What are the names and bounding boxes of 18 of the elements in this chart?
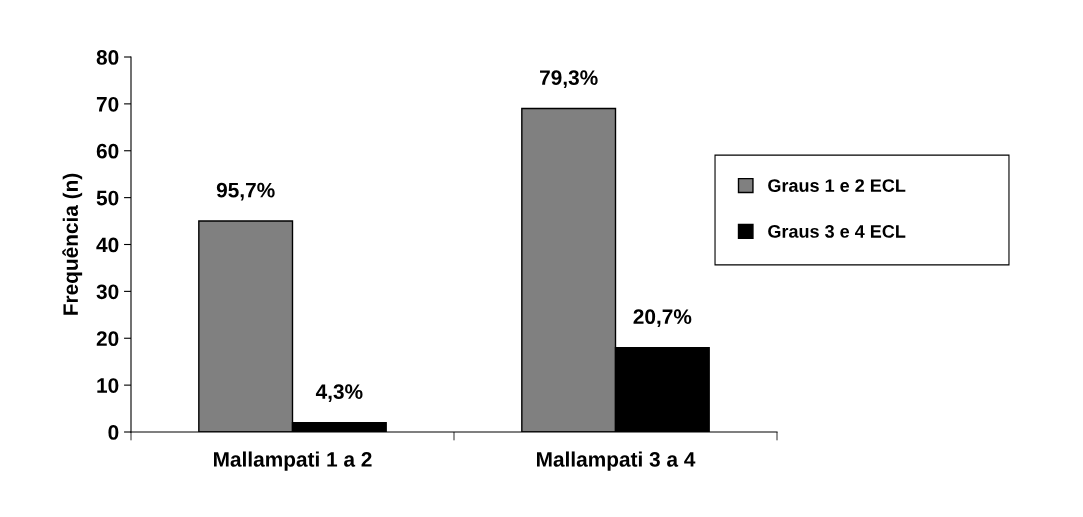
annotation: 4,3% xyxy=(315,384,363,403)
y-axis-title: Frequência (n) xyxy=(62,173,83,315)
annotation: 79,3% xyxy=(540,70,598,89)
y-tick-label: 0 xyxy=(108,425,119,440)
y-tick-label: 60 xyxy=(96,143,119,159)
y-tick-label: 20 xyxy=(96,331,119,346)
x-tick-label: Mallampati 3 a 4 xyxy=(537,451,696,471)
y-tick-label: 50 xyxy=(96,190,119,206)
legend-label: Graus 1 e 2 ECL xyxy=(768,179,906,192)
y-tick-label: 10 xyxy=(97,378,119,393)
y-tick-label: 40 xyxy=(96,237,119,253)
legend-label: Graus 3 e 4 ECL xyxy=(768,225,906,238)
y-tick-label: 30 xyxy=(96,284,119,300)
annotation: 95,7% xyxy=(216,182,275,201)
y-tick-label: 70 xyxy=(96,96,119,112)
y-tick-label: 80 xyxy=(96,50,119,65)
x-tick-label: Mallampati 1 a 2 xyxy=(214,451,372,471)
annotation: 20,7% xyxy=(633,309,692,328)
